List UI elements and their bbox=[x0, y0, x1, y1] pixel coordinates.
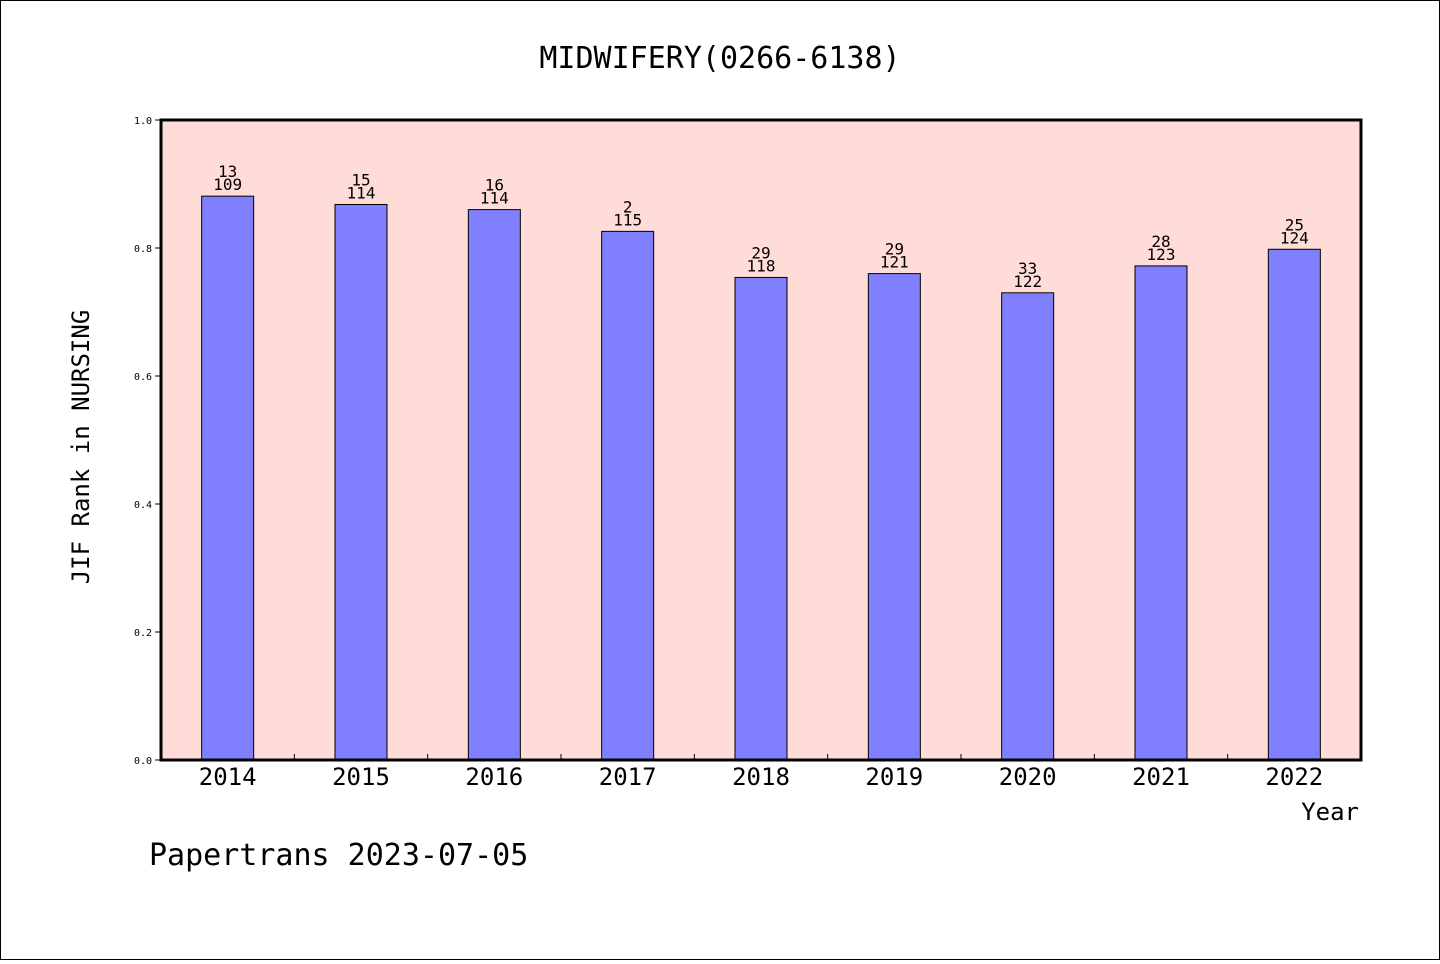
bar-2022 bbox=[1267, 248, 1321, 761]
bars-group bbox=[201, 195, 1321, 761]
x-tick-label: 2022 bbox=[1265, 763, 1323, 791]
bar-2014 bbox=[201, 195, 255, 761]
x-tick-label: 2017 bbox=[599, 763, 657, 791]
chart-title: MIDWIFERY(0266-6138) bbox=[539, 41, 900, 76]
bar-rank-label: 16 bbox=[485, 176, 504, 195]
footer-text: Papertrans 2023-07-05 bbox=[149, 838, 528, 873]
y-tick-label: 0.6 bbox=[134, 372, 152, 383]
x-tick-label: 2020 bbox=[999, 763, 1057, 791]
bar-rank-label: 28 bbox=[1151, 232, 1170, 251]
y-tick-label: 0.8 bbox=[134, 244, 152, 255]
bar-total-label: 122 bbox=[1013, 272, 1042, 291]
bar-total-label: 123 bbox=[1147, 245, 1176, 264]
bar-total-label: 124 bbox=[1280, 228, 1309, 247]
bar-rank-label: 13 bbox=[218, 162, 237, 181]
y-axis-label: JIF Rank in NURSING bbox=[67, 310, 95, 585]
bar-2021 bbox=[1134, 265, 1188, 761]
bar-total-label: 114 bbox=[480, 189, 509, 208]
bar-2019 bbox=[867, 273, 921, 761]
bar-rank-label: 25 bbox=[1285, 215, 1304, 234]
x-tick-label: 2016 bbox=[465, 763, 523, 791]
y-tick-label: 0.0 bbox=[134, 756, 152, 767]
bar-rank-label: 29 bbox=[885, 240, 904, 259]
y-tick-label: 0.4 bbox=[134, 500, 152, 511]
bar-total-label: 118 bbox=[747, 256, 776, 275]
y-tick-label: 1.0 bbox=[134, 116, 152, 127]
bar-2020 bbox=[1001, 292, 1055, 761]
bar-2016 bbox=[467, 209, 521, 761]
bar-rank-label: 15 bbox=[351, 170, 370, 189]
x-tick-label: 2015 bbox=[332, 763, 390, 791]
bar-2015 bbox=[334, 203, 388, 761]
bar-rank-label: 29 bbox=[751, 243, 770, 262]
x-tick-label: 2021 bbox=[1132, 763, 1190, 791]
bar-total-label: 109 bbox=[213, 175, 242, 194]
plot-border bbox=[159, 118, 1363, 762]
x-ticks-group: 2014 2015 2016 2017 2018 2019 2020 2021 2022 bbox=[199, 754, 1323, 791]
bar-total-label: 121 bbox=[880, 253, 909, 272]
x-axis-label: Year bbox=[1301, 798, 1359, 826]
bar-total-label: 114 bbox=[347, 183, 376, 202]
y-ticks-group: 0.0 0.2 0.4 0.6 0.8 1.0 bbox=[134, 116, 161, 767]
x-tick-label: 2014 bbox=[199, 763, 257, 791]
y-tick-label: 0.2 bbox=[134, 628, 152, 639]
x-tick-label: 2018 bbox=[732, 763, 790, 791]
x-tick-label: 2019 bbox=[865, 763, 923, 791]
bar-2017 bbox=[601, 230, 655, 761]
bar-total-label: 115 bbox=[613, 210, 642, 229]
bar-rank-label: 2 bbox=[623, 197, 633, 216]
bar-2018 bbox=[734, 276, 788, 761]
bar-rank-label: 33 bbox=[1018, 259, 1037, 278]
